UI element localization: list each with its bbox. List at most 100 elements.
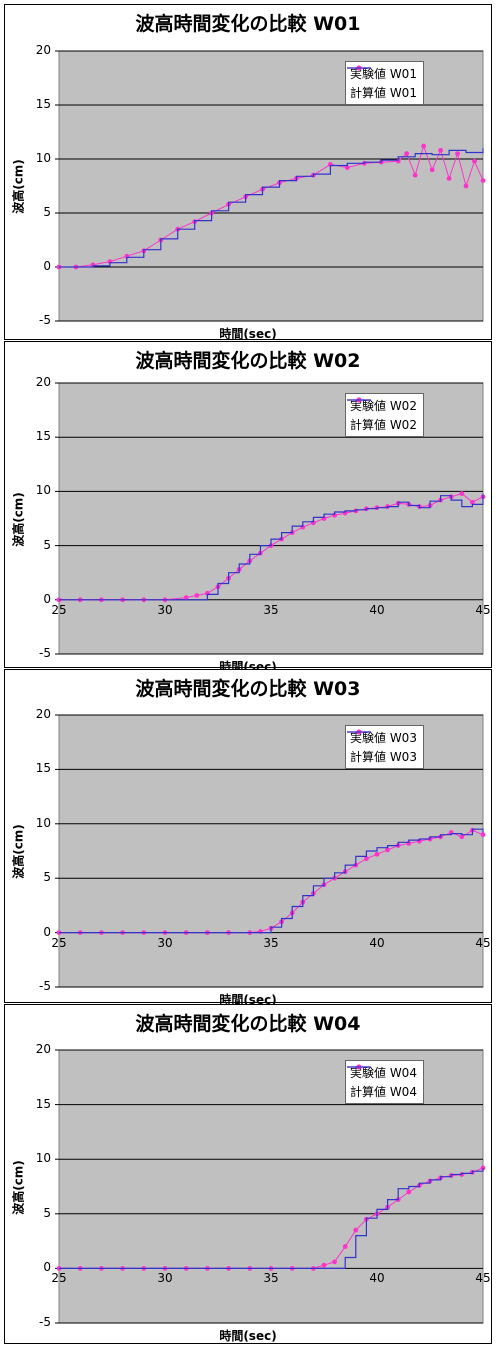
legend: 実験値 W04 計算値 W04	[345, 1060, 424, 1104]
y-axis-label: 波高(cm)	[11, 491, 26, 547]
series-line-calculated	[59, 493, 484, 601]
y-tick-label: -5	[39, 313, 51, 327]
y-tick-label: 10	[35, 483, 51, 498]
y-tick-label: 5	[43, 870, 51, 885]
plot-svg	[55, 1049, 486, 1324]
plot-svg	[55, 714, 486, 988]
data-point	[344, 165, 350, 171]
y-tick-label: 10	[35, 1151, 51, 1166]
legend-swatch	[347, 399, 371, 401]
data-point	[342, 1244, 348, 1249]
data-point	[183, 595, 189, 601]
legend-item: 計算値 W01	[347, 67, 417, 102]
data-point	[429, 167, 435, 173]
y-tick-label: 20	[35, 43, 51, 57]
y-tick-label: 5	[43, 1205, 51, 1220]
y-tick-label: 10	[35, 151, 51, 165]
series-line-calculated	[59, 828, 484, 934]
series-line-calculated	[59, 1167, 484, 1269]
x-tick-label: 40	[369, 602, 385, 617]
data-point	[455, 151, 460, 157]
y-tick-label: 10	[35, 815, 51, 830]
y-axis-label: 波高(cm)	[11, 1159, 26, 1215]
x-tick-label: 35	[263, 1271, 279, 1286]
y-tick-label: -5	[39, 646, 51, 660]
x-axis-label: 時間(sec)	[219, 1329, 277, 1343]
x-tick-label: 30	[157, 602, 173, 617]
data-point	[459, 491, 465, 496]
chart-title: 波高時間変化の比較 W04	[135, 1013, 361, 1035]
data-point	[412, 172, 418, 178]
data-point	[385, 847, 390, 853]
legend-swatch	[347, 1066, 371, 1068]
y-tick-label: 0	[43, 1260, 51, 1275]
chart-panel-3: 波高時間変化の比較 W03 -5 0 5 10 15 20 25 30 35 40 45 波高(cm) 時…	[4, 669, 492, 1007]
x-tick-label: 30	[157, 935, 173, 950]
data-point	[480, 832, 486, 838]
chart-panel-1: 波高時間変化の比較 W01 -5 0 5 10 15 20 波高(cm) 時間(sec) 実験値 …	[4, 4, 492, 341]
y-tick-label: 15	[35, 97, 51, 111]
y-tick-label: 20	[35, 375, 51, 389]
y-tick-label: 20	[35, 1042, 51, 1056]
data-point	[480, 178, 486, 184]
legend-swatch	[347, 731, 371, 733]
legend: 実験値 W02 計算値 W02	[345, 393, 424, 437]
data-point	[404, 151, 410, 157]
chart-title: 波高時間変化の比較 W03	[135, 678, 361, 700]
legend-label: 実験値 W02	[350, 399, 417, 413]
x-tick-label: 35	[263, 935, 279, 950]
plot-svg	[55, 50, 486, 322]
y-tick-label: -5	[39, 1315, 51, 1329]
legend-label: 実験値 W03	[350, 731, 417, 745]
data-point	[194, 593, 200, 598]
data-point	[472, 158, 477, 164]
data-point	[364, 856, 369, 862]
legend: 実験値 W01 計算値 W01	[345, 61, 424, 105]
series-line-calculated	[59, 148, 484, 268]
legend-label: 実験値 W01	[350, 67, 417, 81]
chart-panel-2: 波高時間変化の比較 W02 -5 0 5 10 15 20 25 30 35 40 45 波高(cm) 時…	[4, 341, 492, 674]
data-point	[463, 183, 469, 189]
x-tick-label: 25	[51, 602, 67, 617]
x-tick-label: 30	[157, 1271, 173, 1286]
x-tick-label: 45	[475, 602, 491, 617]
data-point	[470, 499, 475, 505]
legend-item: 計算値 W04	[347, 1066, 417, 1101]
data-point	[406, 1189, 412, 1195]
data-point	[421, 143, 427, 149]
legend-label: 計算値 W02	[350, 418, 417, 432]
legend-item: 計算値 W02	[347, 399, 417, 434]
legend-label: 計算値 W03	[350, 750, 417, 764]
legend-label: 計算値 W01	[350, 86, 417, 100]
data-point	[459, 834, 465, 840]
data-point	[353, 1227, 359, 1233]
x-tick-label: 25	[51, 935, 67, 950]
plot-svg	[55, 382, 486, 655]
y-tick-label: 15	[35, 761, 51, 776]
y-tick-label: 15	[35, 429, 51, 444]
x-tick-label: 45	[475, 935, 491, 950]
y-axis-label: 波高(cm)	[11, 824, 26, 879]
data-point	[446, 176, 452, 181]
y-axis-label: 波高(cm)	[11, 159, 26, 214]
legend-swatch	[347, 67, 371, 69]
y-tick-label: 20	[35, 707, 51, 721]
legend-label: 実験値 W04	[350, 1066, 417, 1080]
y-tick-label: 0	[43, 591, 51, 606]
legend-item: 計算値 W03	[347, 731, 417, 766]
y-tick-label: 0	[43, 259, 51, 273]
x-axis-label: 時間(sec)	[219, 993, 277, 1007]
x-tick-label: 40	[369, 935, 385, 950]
x-tick-label: 35	[263, 602, 279, 617]
y-tick-label: 15	[35, 1096, 51, 1111]
x-tick-label: 45	[475, 1271, 491, 1286]
legend: 実験値 W03 計算値 W03	[345, 725, 424, 769]
x-tick-label: 40	[369, 1271, 385, 1286]
chart-title: 波高時間変化の比較 W02	[135, 350, 361, 372]
data-point	[374, 851, 380, 857]
data-point	[332, 1259, 337, 1265]
y-tick-label: 5	[43, 205, 51, 219]
chart-panel-4: 波高時間変化の比較 W04 -5 0 5 10 15 20 25 30 35 40 45 波高(cm) 時…	[4, 1004, 492, 1344]
chart-title: 波高時間変化の比較 W01	[135, 13, 361, 35]
legend-label: 計算値 W04	[350, 1085, 417, 1099]
